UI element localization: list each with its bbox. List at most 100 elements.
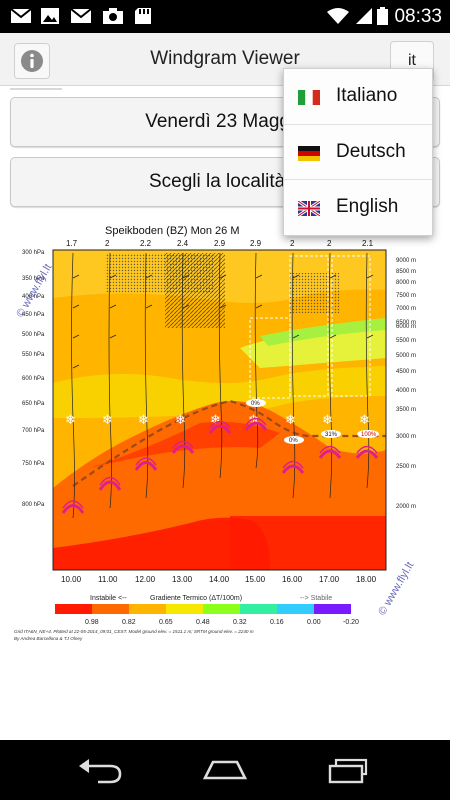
- svg-text:400 hPa: 400 hPa: [22, 294, 45, 300]
- menu-item-italiano[interactable]: Italiano: [284, 69, 432, 124]
- svg-text:-0.20: -0.20: [343, 619, 359, 626]
- recents-icon[interactable]: [322, 754, 378, 786]
- altitude-axis: 9000 m 8500 m 8000 m 7500 m 7000 m 6500 …: [396, 258, 416, 510]
- home-icon[interactable]: [197, 754, 253, 786]
- status-bar: 08:33: [0, 0, 450, 33]
- camera-icon: [103, 8, 123, 24]
- svg-text:2: 2: [105, 239, 110, 248]
- info-button[interactable]: [14, 43, 50, 79]
- svg-text:17.00: 17.00: [319, 575, 340, 584]
- legend-swatch: [92, 604, 129, 614]
- date-button-label: Venerdì 23 Maggio: [145, 111, 305, 132]
- svg-text:16.00: 16.00: [282, 575, 303, 584]
- svg-text:3500 m: 3500 m: [396, 407, 416, 413]
- legend-swatch: [55, 604, 92, 614]
- svg-text:5500 m: 5500 m: [396, 338, 416, 344]
- svg-text:❄: ❄: [175, 413, 186, 428]
- svg-text:800 hPa: 800 hPa: [22, 502, 45, 508]
- wifi-icon: [327, 8, 349, 24]
- svg-text:Instabile <--: Instabile <--: [90, 595, 127, 602]
- menu-item-label: English: [336, 196, 399, 217]
- svg-text:0.65: 0.65: [159, 619, 173, 626]
- svg-text:0%: 0%: [251, 401, 260, 407]
- svg-text:2500 m: 2500 m: [396, 464, 416, 470]
- thermal-markers: [61, 417, 379, 514]
- footer-line-2: By Andrea Barcellona & TJ Olney: [14, 636, 83, 641]
- svg-text:0.32: 0.32: [233, 619, 247, 626]
- svg-text:12.00: 12.00: [135, 575, 156, 584]
- terrain-region: [53, 517, 270, 570]
- svg-text:1.7: 1.7: [66, 239, 78, 248]
- yellow-band: [53, 366, 386, 418]
- svg-text:7500 m: 7500 m: [396, 293, 416, 299]
- svg-text:600 hPa: 600 hPa: [22, 376, 45, 382]
- svg-text:13.00: 13.00: [172, 575, 193, 584]
- svg-text:2.1: 2.1: [362, 239, 374, 248]
- svg-text:650 hPa: 650 hPa: [22, 401, 45, 407]
- svg-text:10.00: 10.00: [61, 575, 82, 584]
- svg-text:❄: ❄: [65, 413, 76, 428]
- svg-text:2.2: 2.2: [140, 239, 152, 248]
- svg-text:0.00: 0.00: [307, 619, 321, 626]
- menu-item-label: Italiano: [336, 85, 398, 106]
- svg-text:0%: 0%: [289, 438, 298, 444]
- svg-text:350 hPa: 350 hPa: [22, 276, 45, 282]
- ground-band: [230, 516, 386, 570]
- svg-text:3000 m: 3000 m: [396, 434, 416, 440]
- thermal-top-line: [72, 399, 386, 487]
- svg-text:❄: ❄: [102, 413, 113, 428]
- svg-text:9000 m: 9000 m: [396, 258, 416, 264]
- pressure-axis: 300 hPa 350 hPa 400 hPa 450 hPa 500 hPa …: [22, 250, 45, 508]
- svg-text:0.48: 0.48: [196, 619, 210, 626]
- mail-icon: [70, 8, 92, 23]
- app-title: Windgram Viewer: [150, 48, 300, 69]
- svg-text:2: 2: [290, 239, 295, 248]
- svg-text:14.00: 14.00: [209, 575, 230, 584]
- svg-text:18.00: 18.00: [356, 575, 377, 584]
- menu-item-deutsch[interactable]: Deutsch: [284, 125, 432, 180]
- cloud-percent-badges: 0% 0% 31% 100%: [246, 399, 379, 444]
- svg-text:5000 m: 5000 m: [396, 353, 416, 359]
- menu-item-english[interactable]: English: [284, 180, 432, 235]
- svg-text:6500 m: 6500 m: [396, 320, 416, 326]
- lime-band: [260, 318, 386, 346]
- divider: [10, 88, 62, 90]
- clock: 08:33: [394, 6, 442, 27]
- menu-item-label: Deutsch: [336, 141, 406, 162]
- svg-text:❄: ❄: [138, 413, 149, 428]
- navigation-bar: [0, 740, 450, 800]
- legend-swatch: [166, 604, 203, 614]
- mail-icon: [10, 8, 32, 23]
- cumulus-outline-1: [249, 317, 291, 399]
- legend-swatch: [314, 604, 351, 614]
- uk-flag-icon: [298, 201, 320, 216]
- svg-text:2.9: 2.9: [214, 239, 226, 248]
- svg-text:31%: 31%: [325, 432, 338, 438]
- windgram-title: Speikboden (BZ) Mon 26 M: [105, 225, 240, 237]
- legend: Instabile <-- Gradiente Termico (ΔT/100m…: [55, 595, 359, 626]
- cumulus-outline-3: [289, 255, 329, 397]
- info-icon: [21, 50, 43, 72]
- svg-text:750 hPa: 750 hPa: [22, 461, 45, 467]
- cloud-layer-2: [165, 253, 225, 328]
- svg-text:Gradiente Termico (ΔT/100m): Gradiente Termico (ΔT/100m): [150, 595, 242, 602]
- back-icon[interactable]: [72, 754, 128, 786]
- svg-text:8500 m: 8500 m: [396, 269, 416, 275]
- svg-text:11.00: 11.00: [98, 575, 118, 584]
- sd-card-icon: [135, 8, 151, 24]
- green-band: [240, 324, 386, 368]
- windgram-image: Speikboden (BZ) Mon 26 M ❄ ❄ ❄ ❄ ❄ ❄ ❄ ❄ ❄: [10, 218, 438, 648]
- svg-text:300 hPa: 300 hPa: [22, 250, 45, 256]
- svg-text:--> Stabile: --> Stabile: [300, 595, 332, 602]
- wind-barbs: [71, 252, 374, 519]
- svg-text:❄: ❄: [322, 413, 333, 428]
- legend-swatch: [203, 604, 240, 614]
- svg-text:15.00: 15.00: [245, 575, 266, 584]
- legend-swatch: [277, 604, 314, 614]
- svg-text:❄: ❄: [210, 413, 221, 428]
- plot-frame: [52, 249, 387, 571]
- legend-swatch: [129, 604, 166, 614]
- signal-icon: [356, 8, 372, 24]
- time-axis: 10.00 11.00 12.00 13.00 14.00 15.00 16.0…: [61, 575, 377, 584]
- svg-text:100%: 100%: [361, 432, 377, 438]
